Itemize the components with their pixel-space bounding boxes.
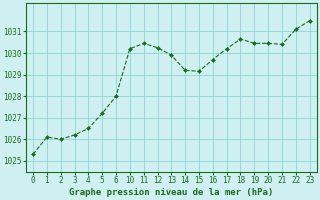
X-axis label: Graphe pression niveau de la mer (hPa): Graphe pression niveau de la mer (hPa) — [69, 188, 274, 197]
